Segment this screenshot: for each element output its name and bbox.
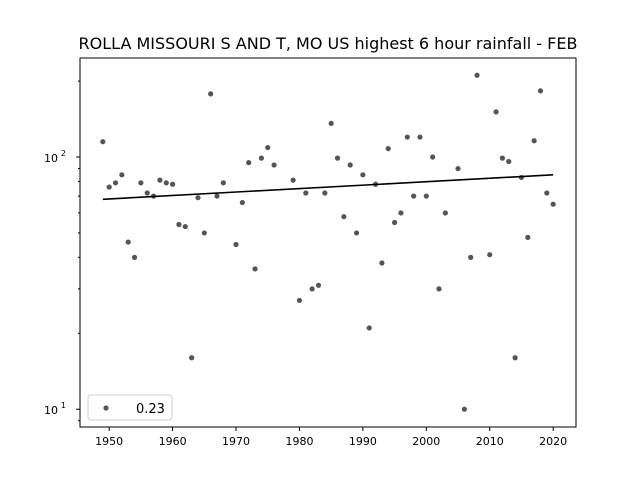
x-tick-label: 2010 [476,435,504,448]
x-tick-label: 2020 [539,435,567,448]
data-point [411,193,417,199]
data-point [328,120,334,126]
data-point [125,239,131,245]
data-point [404,134,410,140]
data-point [239,199,245,206]
data-point [315,282,322,288]
data-point [550,201,556,207]
y-tick-label: 10 [44,152,58,165]
x-tick-label: 1980 [285,435,313,448]
data-point [353,230,360,236]
data-point [334,155,341,161]
data-point [366,325,372,331]
data-point [189,355,195,361]
data-point [214,193,220,199]
data-point [182,223,188,230]
data-point [296,297,303,304]
y-tick-exponent: 2 [61,149,66,158]
data-point [303,190,309,196]
data-point [385,145,391,152]
data-point [436,286,442,292]
data-point [360,172,366,178]
data-point [157,177,163,183]
x-tick-label: 1970 [222,435,250,448]
legend-marker [103,405,109,411]
data-point [398,210,404,216]
data-point [258,155,265,161]
data-point [195,195,201,201]
data-point [430,154,436,160]
data-point [201,230,207,236]
y-tick-exponent: 1 [61,401,66,410]
data-point [474,72,480,78]
legend-label: 0.23 [136,402,165,417]
data-point [499,155,506,161]
data-point [379,260,385,266]
data-point [119,172,125,178]
data-point [163,180,169,186]
trend-line [102,174,554,201]
data-point [290,177,296,183]
data-point [347,162,353,168]
x-axis: 1950 1960 1970 1980 1990 2000 2010 2020 [95,427,567,448]
data-point [442,210,448,216]
data-point [455,165,461,172]
x-tick-label: 1990 [349,435,377,448]
data-point [220,180,226,186]
x-tick-label: 1960 [159,435,187,448]
data-point [208,91,214,97]
data-point [233,241,239,248]
data-point [423,193,429,199]
data-point [144,190,150,196]
data-point [246,160,252,166]
data-point [341,214,347,220]
data-point [487,252,493,258]
data-point [417,134,423,140]
data-point [322,190,328,196]
data-point [252,266,258,272]
data-point [309,286,315,292]
data-point [271,162,277,168]
data-point [506,158,512,165]
data-point [131,254,138,260]
data-point [176,221,182,228]
legend-box [87,394,173,421]
data-point [265,144,271,151]
data-point [512,355,518,361]
data-point [461,406,467,412]
data-point [100,139,106,145]
chart-title: ROLLA MISSOURI S AND T, MO US highest 6 … [79,34,578,53]
data-point [138,180,144,186]
data-point [525,234,531,241]
data-point [468,254,474,260]
y-tick-label: 10 [44,404,58,417]
data-point [493,109,499,115]
data-point [531,138,537,144]
legend: 0.23 [87,394,173,421]
plot-marks [100,72,556,412]
data-point [106,184,112,190]
data-point [537,88,544,94]
data-point [170,181,176,187]
x-tick-label: 1950 [95,435,123,448]
plot-frame [79,57,577,428]
data-point [544,190,550,196]
data-point [391,219,398,226]
x-tick-label: 2000 [412,435,440,448]
data-point [112,180,119,186]
